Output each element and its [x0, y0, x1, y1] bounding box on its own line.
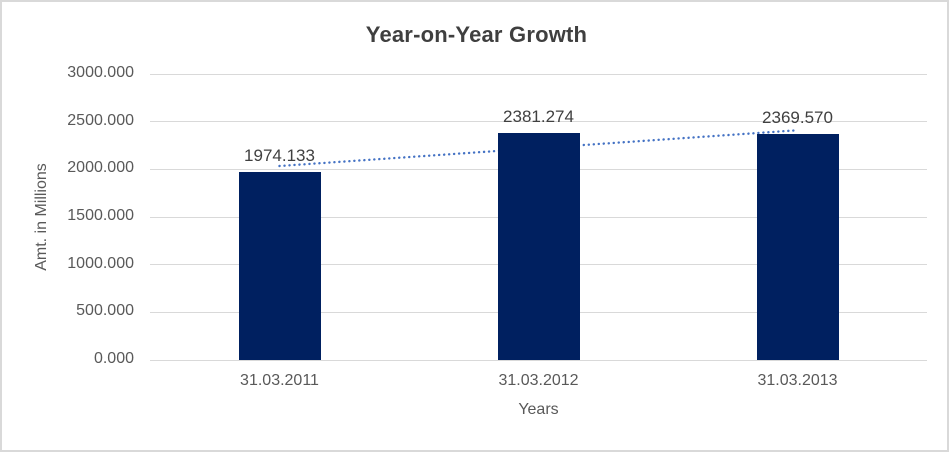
plot-area: [150, 73, 927, 361]
bar-value-label: 1974.133: [244, 145, 315, 165]
x-category-label: 31.03.2013: [757, 372, 838, 389]
bar-31.03.2011: [238, 171, 321, 360]
gridline: [150, 359, 927, 361]
gridline: [150, 121, 927, 123]
gridline: [150, 73, 927, 75]
y-tick-label: 0.000: [93, 350, 134, 367]
y-tick-label: 2500.000: [67, 111, 134, 129]
bar-31.03.2013: [756, 134, 839, 360]
x-category-label: 31.03.2011: [240, 372, 319, 389]
x-axis-title: Years: [518, 401, 559, 418]
y-tick-label: 1000.000: [67, 254, 134, 272]
bar-value-label: 2369.570: [762, 108, 833, 128]
bar-value-label: 2381.274: [503, 106, 574, 126]
chart-title: Year-on-Year Growth: [365, 22, 588, 47]
x-category-label: 31.03.2012: [498, 372, 579, 389]
y-tick-label: 1500.000: [67, 207, 134, 224]
bar-31.03.2012: [497, 132, 580, 360]
y-tick-label: 3000.000: [67, 64, 134, 81]
y-tick-label: 500.000: [76, 302, 134, 320]
y-tick-label: 2000.000: [67, 159, 134, 177]
